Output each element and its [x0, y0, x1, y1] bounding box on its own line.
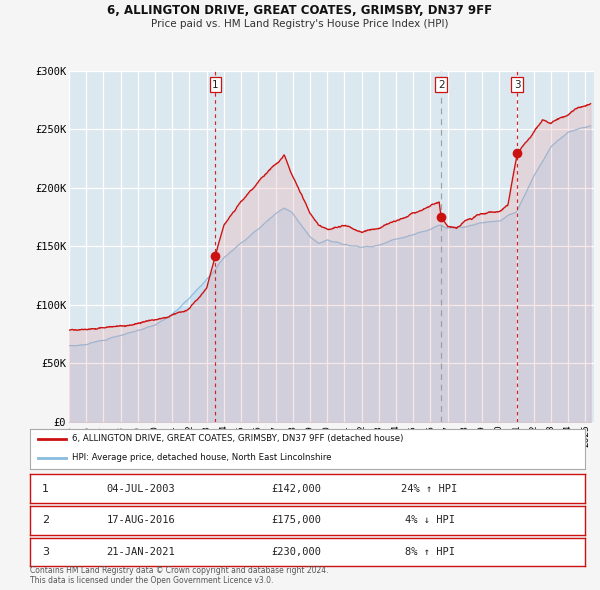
Text: 2: 2 [438, 80, 445, 90]
Text: £230,000: £230,000 [271, 548, 322, 557]
Text: 3: 3 [42, 548, 49, 557]
Text: 8% ↑ HPI: 8% ↑ HPI [404, 548, 455, 557]
Text: HPI: Average price, detached house, North East Lincolnshire: HPI: Average price, detached house, Nort… [71, 453, 331, 463]
Text: 17-AUG-2016: 17-AUG-2016 [107, 516, 175, 525]
Text: 21-JAN-2021: 21-JAN-2021 [107, 548, 175, 557]
Text: 6, ALLINGTON DRIVE, GREAT COATES, GRIMSBY, DN37 9FF: 6, ALLINGTON DRIVE, GREAT COATES, GRIMSB… [107, 4, 493, 17]
Text: 24% ↑ HPI: 24% ↑ HPI [401, 484, 458, 493]
Text: Contains HM Land Registry data © Crown copyright and database right 2024.: Contains HM Land Registry data © Crown c… [30, 566, 329, 575]
Text: This data is licensed under the Open Government Licence v3.0.: This data is licensed under the Open Gov… [30, 576, 274, 585]
Text: £175,000: £175,000 [271, 516, 322, 525]
Bar [30, 474, 61, 503]
Bar [30, 538, 61, 566]
Text: 3: 3 [514, 80, 521, 90]
Text: 1: 1 [42, 484, 49, 493]
Text: 4% ↓ HPI: 4% ↓ HPI [404, 516, 455, 525]
Text: 2: 2 [42, 516, 49, 525]
Text: 04-JUL-2003: 04-JUL-2003 [107, 484, 175, 493]
Text: Price paid vs. HM Land Registry's House Price Index (HPI): Price paid vs. HM Land Registry's House … [151, 19, 449, 29]
Text: 1: 1 [212, 80, 219, 90]
Text: £142,000: £142,000 [271, 484, 322, 493]
Text: 6, ALLINGTON DRIVE, GREAT COATES, GRIMSBY, DN37 9FF (detached house): 6, ALLINGTON DRIVE, GREAT COATES, GRIMSB… [71, 434, 403, 444]
Bar [30, 506, 61, 535]
